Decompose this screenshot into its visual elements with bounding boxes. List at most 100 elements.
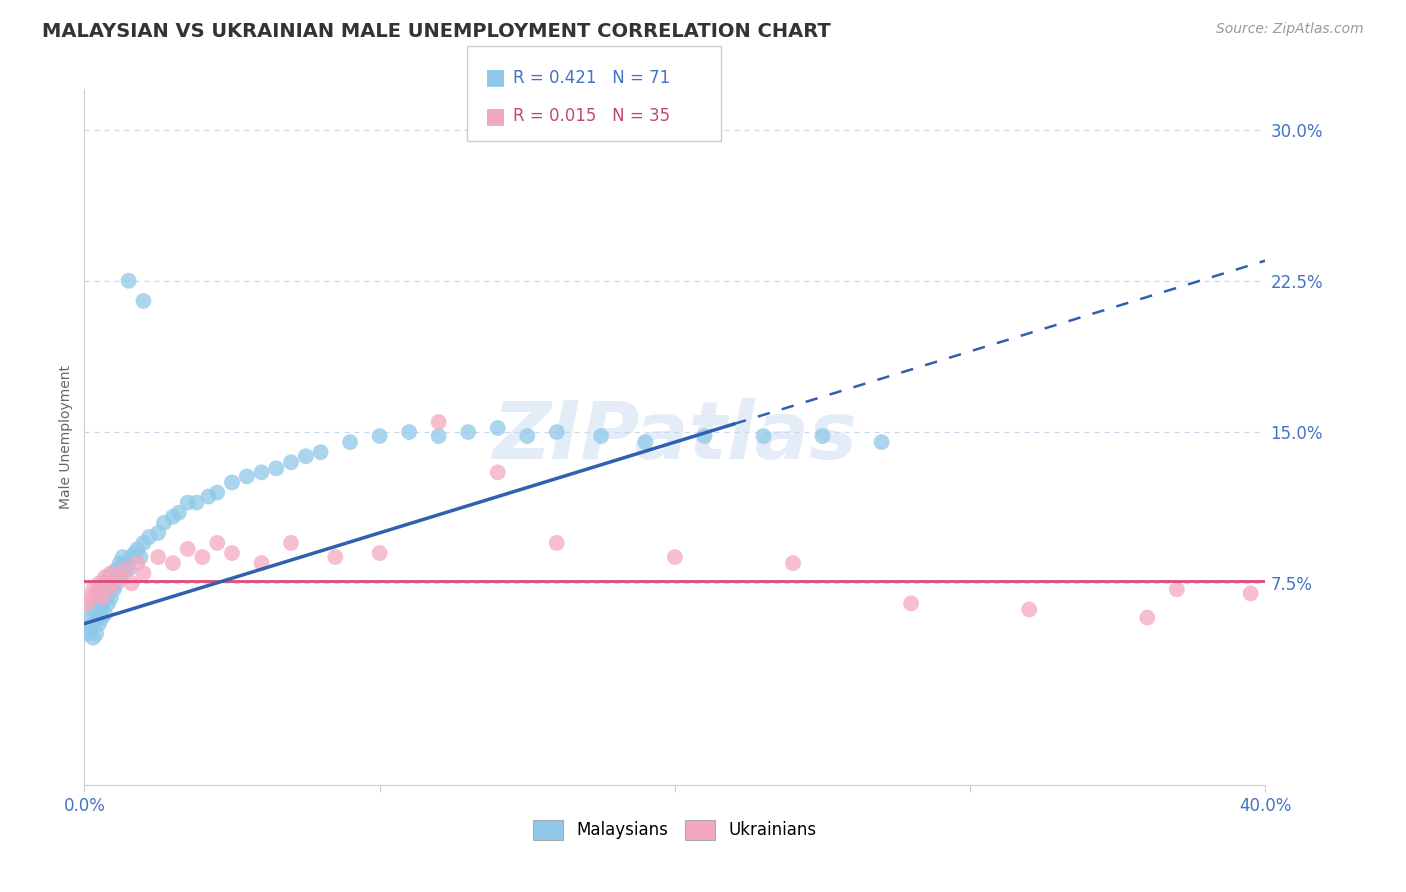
Text: MALAYSIAN VS UKRAINIAN MALE UNEMPLOYMENT CORRELATION CHART: MALAYSIAN VS UKRAINIAN MALE UNEMPLOYMENT… [42,22,831,41]
Point [280,536,302,550]
Point [121,550,143,565]
Point [250,466,273,480]
Point [103,582,125,597]
Point [693,429,716,443]
Point [162,556,184,570]
Point [250,556,273,570]
Point [100,576,122,591]
Text: ■: ■ [485,68,506,87]
Text: ZIPatlas: ZIPatlas [492,398,858,476]
Point [127,556,149,570]
Legend: Malaysians, Ukrainians: Malaysians, Ukrainians [526,814,824,847]
Point [516,429,538,443]
Point [427,415,450,429]
Point [148,525,170,540]
Point [162,509,184,524]
Text: R = 0.015   N = 35: R = 0.015 N = 35 [513,107,671,125]
Point [368,429,391,443]
Point [368,546,391,560]
Point [94,576,117,591]
Point [100,566,122,581]
Point [79,623,101,637]
Point [132,293,155,308]
Point [148,550,170,565]
Point [1240,586,1263,600]
Point [108,570,131,584]
Text: Source: ZipAtlas.com: Source: ZipAtlas.com [1216,22,1364,37]
Point [105,562,128,576]
Point [84,613,107,627]
Point [132,536,155,550]
Point [221,475,243,490]
Point [111,550,134,565]
Point [167,506,190,520]
Point [97,570,120,584]
Point [205,536,228,550]
Point [280,455,302,469]
Point [664,550,686,565]
Point [114,556,136,570]
Point [1018,602,1040,616]
Point [94,591,117,605]
Point [79,591,101,605]
Point [103,566,125,581]
Point [235,469,259,483]
Point [197,490,219,504]
Point [186,495,208,509]
Point [153,516,176,530]
Text: ■: ■ [485,106,506,126]
Point [82,602,104,616]
Point [76,626,98,640]
Point [84,626,107,640]
Point [87,607,111,621]
Point [205,485,228,500]
Point [87,576,111,591]
Point [427,429,450,443]
Point [339,435,361,450]
Text: R = 0.421   N = 71: R = 0.421 N = 71 [513,69,671,87]
Point [398,425,420,439]
Point [118,274,141,288]
Point [191,550,214,565]
Point [546,425,568,439]
Point [486,421,509,435]
Point [108,556,131,570]
Point [811,429,834,443]
Point [264,461,288,475]
Point [221,546,243,560]
Point [94,570,117,584]
Point [103,576,125,591]
Point [177,495,200,509]
Point [486,466,509,480]
Point [87,591,111,605]
Point [138,530,160,544]
Point [132,566,155,581]
Point [457,425,479,439]
Point [177,541,200,556]
Point [97,597,120,611]
Point [870,435,893,450]
Point [111,566,134,581]
Point [782,556,804,570]
Point [127,541,149,556]
Point [323,550,347,565]
Point [1136,610,1159,624]
Point [94,607,117,621]
Point [114,562,136,576]
Point [105,576,128,591]
Point [97,586,120,600]
Point [752,429,775,443]
Point [91,591,114,605]
Point [87,582,111,597]
Point [84,597,107,611]
Point [546,536,568,550]
Point [1166,582,1188,597]
Point [295,449,318,463]
Point [97,582,120,597]
Point [79,610,101,624]
Point [76,597,98,611]
Point [91,597,114,611]
Point [634,435,657,450]
Point [124,546,146,560]
Point [309,445,332,459]
